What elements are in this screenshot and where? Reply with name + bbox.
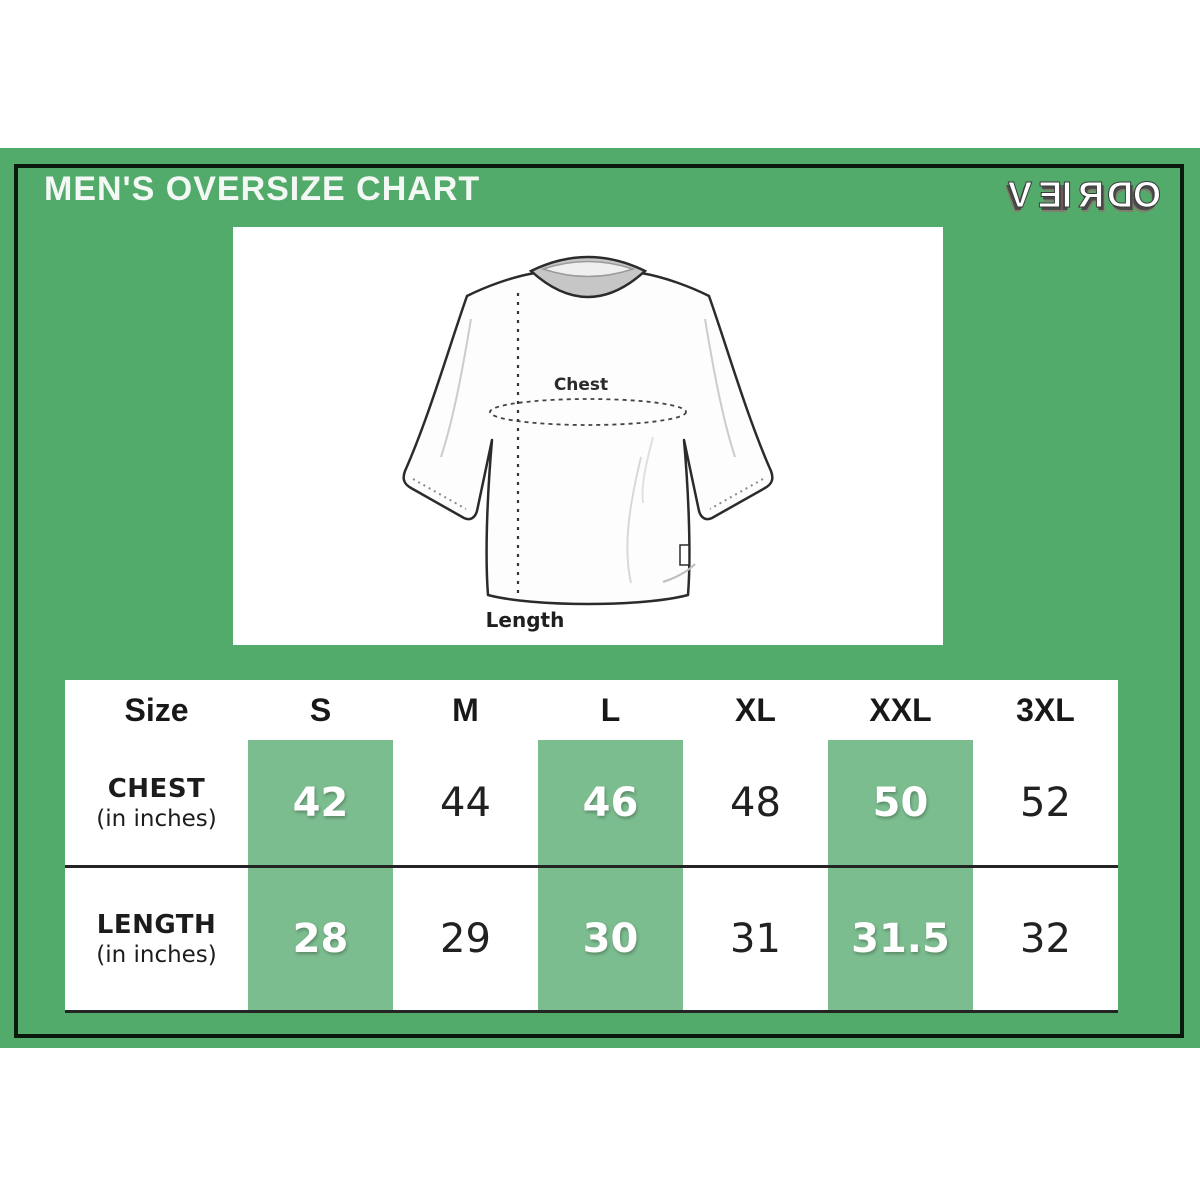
table-header-row: Size S M L XL XXL 3XL <box>65 680 1118 740</box>
page-title: MEN'S OVERSIZE CHART <box>44 170 481 208</box>
length-value-xl: 31 <box>730 916 781 962</box>
logo-letter: V <box>1007 174 1035 216</box>
header-size: Size <box>124 691 189 728</box>
length-row: LENGTH (in inches) 28 29 30 31 31.5 32 <box>65 868 1118 1013</box>
logo-letter-mirrored-r: R <box>1074 174 1104 216</box>
wrinkle-line <box>626 456 642 584</box>
side-tag <box>679 544 690 566</box>
wrinkle-line <box>641 436 654 504</box>
length-value-3xl: 32 <box>1020 916 1071 962</box>
length-value-l: 30 <box>538 868 683 1010</box>
logo-letter-mirrored-d: D <box>1103 174 1133 216</box>
green-background-panel: MEN'S OVERSIZE CHART VEIRDO Ches <box>0 148 1200 1048</box>
chest-label-main: CHEST <box>107 773 206 804</box>
header-m: M <box>452 691 479 728</box>
inner-border-frame <box>14 164 1184 1038</box>
right-sleeve-fold-line <box>704 318 736 458</box>
length-value-s: 28 <box>248 868 393 1010</box>
chest-value-l: 46 <box>538 740 683 865</box>
tshirt-illustration: Chest Length <box>402 255 774 632</box>
logo-letter-mirrored-e: E <box>1034 174 1062 216</box>
header-3xl: 3XL <box>1016 691 1075 728</box>
chest-label: Chest <box>554 375 608 395</box>
brand-logo: VEIRDO <box>1007 174 1164 216</box>
length-value-m: 29 <box>440 916 491 962</box>
header-xl: XL <box>735 691 776 728</box>
chest-value-3xl: 52 <box>1020 779 1071 826</box>
header-s: S <box>309 691 332 728</box>
chest-measure-ellipse <box>489 398 687 426</box>
chest-value-m: 44 <box>440 779 491 826</box>
header-l: L <box>600 691 621 728</box>
size-table: Size S M L XL XXL 3XL CHEST (in inches) … <box>65 680 1118 1013</box>
chest-row-label: CHEST (in inches) <box>65 740 248 865</box>
length-row-label: LENGTH (in inches) <box>65 868 248 1010</box>
hem-fold-line <box>662 563 696 583</box>
length-value-xxl: 31.5 <box>828 868 973 1010</box>
length-label: Length <box>486 608 565 632</box>
chest-label-sub: (in inches) <box>96 805 217 832</box>
chest-value-s: 42 <box>248 740 393 865</box>
tshirt-diagram-panel: Chest Length <box>233 227 943 645</box>
length-label-main: LENGTH <box>96 910 217 940</box>
chest-value-xl: 48 <box>730 779 781 826</box>
length-label-sub: (in inches) <box>96 942 217 968</box>
logo-letter: O <box>1132 174 1164 216</box>
logo-letter: I <box>1061 174 1075 216</box>
left-sleeve-fold-line <box>440 318 472 458</box>
tshirt-body-outline <box>402 271 774 606</box>
header-xxl: XXL <box>869 691 932 728</box>
collar-inner <box>540 260 636 278</box>
left-sleeve-stitching <box>412 478 467 510</box>
chest-value-xxl: 50 <box>828 740 973 865</box>
chest-row: CHEST (in inches) 42 44 46 48 50 52 <box>65 740 1118 868</box>
right-sleeve-stitching <box>709 478 764 510</box>
